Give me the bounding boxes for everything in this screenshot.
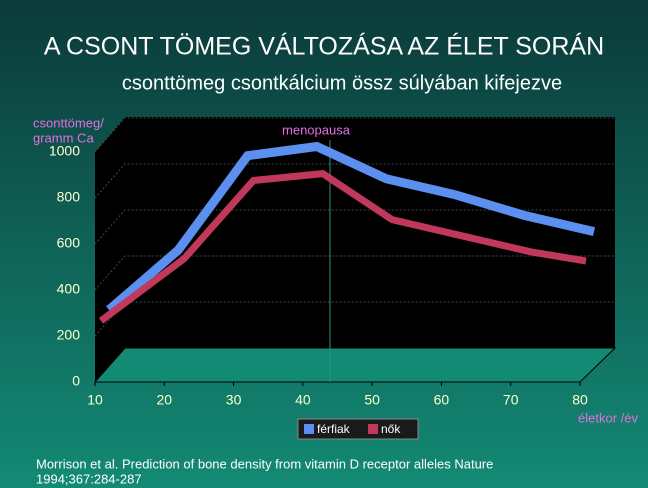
legend-label: nők (381, 422, 401, 436)
side-wall (95, 117, 125, 382)
x-axis-label: életkor /év (578, 410, 638, 425)
y-tick-label: 600 (57, 235, 81, 251)
grid-line (94, 255, 615, 291)
grid-line (94, 117, 615, 153)
legend-label: férfiak (317, 422, 351, 436)
y-tick-label: 800 (57, 189, 81, 205)
grid-line (94, 163, 615, 199)
subtitle: csonttömeg csontkálcium össz súlyában ki… (122, 72, 562, 94)
legend (297, 418, 419, 440)
x-tick-label: 10 (87, 392, 103, 408)
y-axis-label: gramm Ca (33, 130, 94, 145)
legend-swatch (368, 424, 378, 434)
y-tick-label: 200 (57, 327, 81, 343)
x-tick-label: 30 (226, 392, 242, 408)
back-wall (125, 117, 615, 348)
x-tick-label: 50 (364, 392, 380, 408)
x-tick-label: 60 (434, 392, 450, 408)
annotation: menopausa (282, 122, 351, 137)
series-line (106, 141, 596, 314)
y-axis-label: csonttömeg/ (33, 115, 104, 130)
grid-line (94, 209, 615, 245)
x-tick-label: 80 (572, 392, 588, 408)
source: 1994;367:284-287 (36, 471, 142, 486)
legend-swatch (304, 424, 314, 434)
title: A CSONT TÖMEG VÁLTOZÁSA AZ ÉLET SORÁN (44, 32, 604, 61)
y-tick-label: 0 (72, 373, 80, 389)
x-tick-label: 70 (503, 392, 519, 408)
series-line (98, 169, 587, 324)
floor (93, 347, 617, 383)
source: Morrison et al. Prediction of bone densi… (36, 456, 493, 471)
x-tick-label: 20 (156, 392, 172, 408)
y-tick-label: 1000 (49, 143, 80, 159)
x-tick-label: 40 (295, 392, 311, 408)
y-tick-label: 400 (57, 281, 81, 297)
